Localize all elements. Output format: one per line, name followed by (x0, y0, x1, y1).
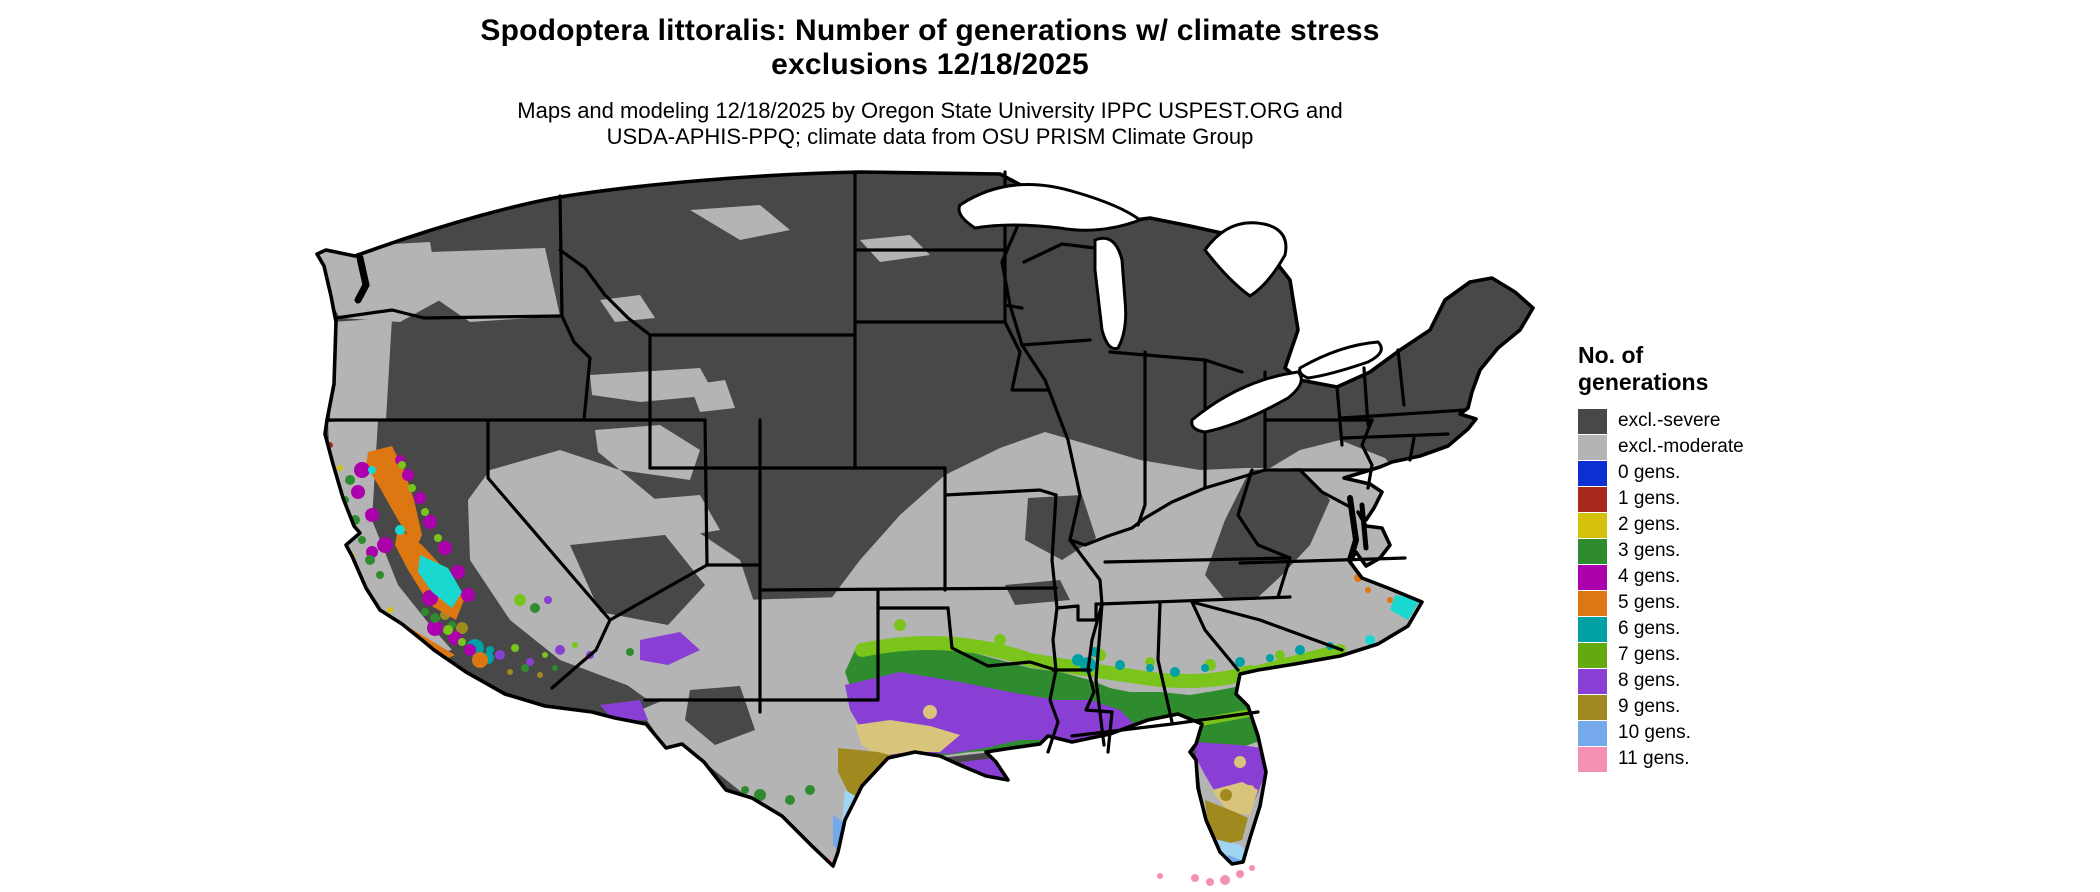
legend-swatch (1578, 564, 1607, 590)
legend-swatch (1578, 720, 1607, 746)
band-11-gens (824, 846, 1256, 866)
chesapeake-bay (1347, 495, 1360, 563)
florida-keys-11-gens (1157, 865, 1255, 886)
lake-huron (1203, 221, 1288, 298)
california-6-gens-cyan (368, 466, 1420, 645)
legend-label: 9 gens. (1618, 696, 1681, 717)
legend-label: 2 gens. (1618, 514, 1681, 535)
legend-swatch (1578, 460, 1607, 486)
great-lakes (957, 183, 1383, 434)
map-subtitle-line1: Maps and modeling 12/18/2025 by Oregon S… (517, 98, 1343, 123)
legend-label: 6 gens. (1618, 618, 1681, 639)
california-7-gens-foothills (398, 461, 466, 646)
legend-label: 0 gens. (1618, 462, 1681, 483)
legend-items: excl.-severe excl.-moderate 0 gens. 1 ge… (1578, 408, 1744, 772)
legend-label: excl.-moderate (1618, 436, 1744, 457)
legend-swatch (1578, 590, 1607, 616)
legend-label: 5 gens. (1618, 592, 1681, 613)
map-title-line1: Spodoptera littoralis: Number of generat… (480, 14, 1380, 47)
legend-row: 7 gens. (1578, 642, 1744, 668)
legend-title-line2: generations (1578, 369, 1709, 395)
legend-label: 3 gens. (1618, 540, 1681, 561)
state-borders (325, 170, 1467, 754)
map-subtitle: Maps and modeling 12/18/2025 by Oregon S… (230, 98, 1630, 150)
legend-row: excl.-severe (1578, 408, 1744, 434)
legend-swatch (1578, 616, 1607, 642)
legend-title-line1: No. of (1578, 342, 1644, 368)
legend-swatch (1578, 668, 1607, 694)
legend-row: 6 gens. (1578, 616, 1744, 642)
map-subtitle-line2: USDA-APHIS-PPQ; climate data from OSU PR… (606, 124, 1254, 149)
band-10-gens (833, 790, 1248, 866)
legend-swatch (1578, 746, 1607, 772)
legend-row: excl.-moderate (1578, 434, 1744, 460)
us-outline (315, 170, 1535, 868)
legend-swatch (1578, 486, 1607, 512)
lake-superior (957, 183, 1144, 232)
legend-label: excl.-severe (1618, 410, 1721, 431)
chesapeake-bay-east (1359, 502, 1369, 551)
california-4-gens (351, 455, 476, 656)
legend-swatch (1578, 694, 1607, 720)
legend-swatch (1578, 642, 1607, 668)
puget-sound (354, 254, 370, 304)
legend-row: 1 gens. (1578, 486, 1744, 512)
legend-swatch (1578, 538, 1607, 564)
legend-row: 9 gens. (1578, 694, 1744, 720)
legend-row: 0 gens. (1578, 460, 1744, 486)
legend-swatch (1578, 512, 1607, 538)
lake-erie (1190, 370, 1303, 434)
legend-row: 11 gens. (1578, 746, 1744, 772)
legend-title: No. of generations (1578, 342, 1744, 396)
legend-label: 7 gens. (1618, 644, 1681, 665)
legend-row: 5 gens. (1578, 590, 1744, 616)
legend-row: 10 gens. (1578, 720, 1744, 746)
lake-michigan (1093, 236, 1128, 351)
legend-swatch (1578, 408, 1607, 434)
legend: No. of generations excl.-severe excl.-mo… (1578, 342, 1744, 772)
legend-label: 8 gens. (1618, 670, 1681, 691)
legend-label: 10 gens. (1618, 722, 1691, 743)
legend-row: 4 gens. (1578, 564, 1744, 590)
legend-label: 11 gens. (1618, 748, 1690, 769)
legend-row: 8 gens. (1578, 668, 1744, 694)
header: Spodoptera littoralis: Number of generat… (230, 14, 1630, 150)
coastal-inlets (354, 254, 1369, 563)
map-title-line2: exclusions 12/18/2025 (771, 48, 1089, 81)
band-tan-transition (855, 705, 1258, 815)
legend-label: 1 gens. (1618, 488, 1681, 509)
legend-row: 3 gens. (1578, 538, 1744, 564)
legend-label: 4 gens. (1618, 566, 1681, 587)
legend-swatch (1578, 434, 1607, 460)
legend-row: 2 gens. (1578, 512, 1744, 538)
lake-ontario (1298, 340, 1383, 380)
